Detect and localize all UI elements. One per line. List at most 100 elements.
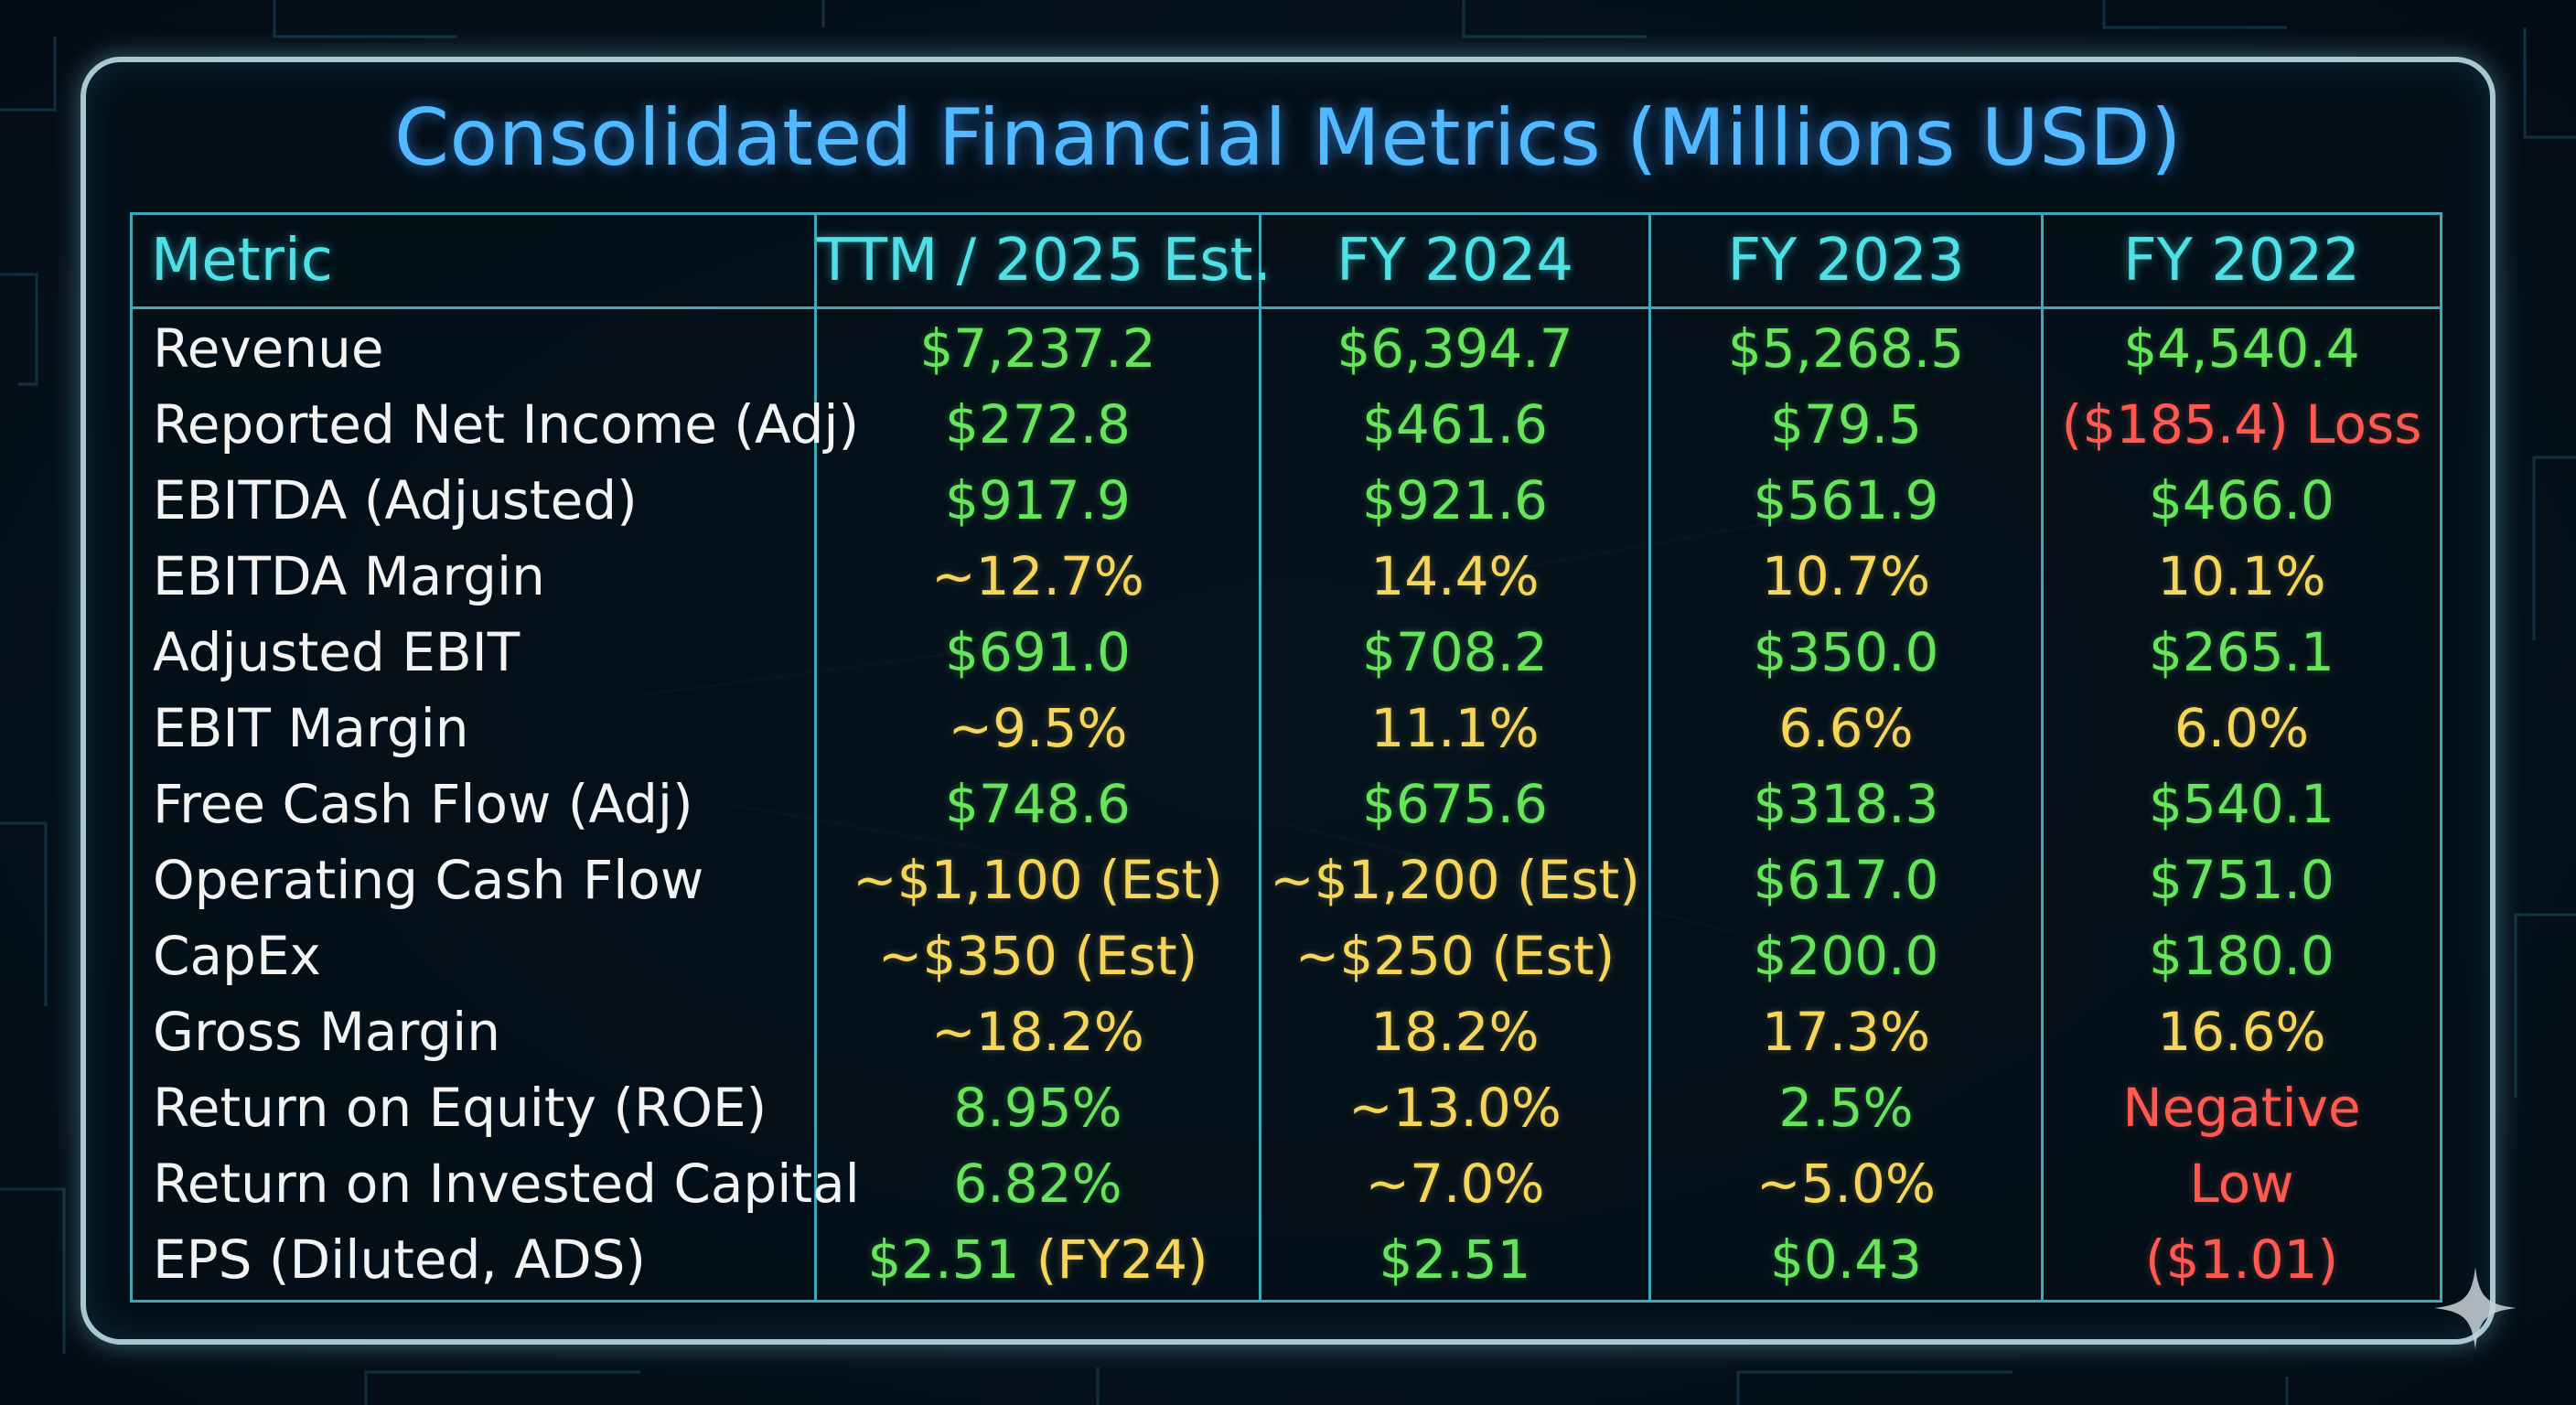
metric-label: CapEx — [153, 925, 321, 987]
value-cell: ~$350 (Est) — [817, 918, 1259, 994]
value-text: 8.95% — [953, 1077, 1122, 1139]
metrics-table: Metric TTM / 2025 Est. FY 2024 FY 2023 FY 20… — [130, 212, 2442, 1303]
value-text: $79.5 — [1769, 393, 1923, 456]
value-cell: ~$1,100 (Est) — [817, 842, 1259, 918]
value-cell: $466.0 — [2044, 463, 2440, 539]
value-cell: $708.2 — [1261, 615, 1648, 691]
value-text: $921.6 — [1362, 469, 1548, 531]
value-cell: 6.82% — [817, 1146, 1259, 1222]
value-text: 16.6% — [2157, 1001, 2326, 1063]
value-text: $617.0 — [1753, 849, 1939, 911]
value-cell: 8.95% — [817, 1070, 1259, 1146]
metric-label: Free Cash Flow (Adj) — [153, 773, 693, 835]
value-cell: $691.0 — [817, 615, 1259, 691]
column-header-0: Metric — [151, 227, 333, 295]
metric-label: Operating Cash Flow — [153, 849, 704, 911]
value-text: 2.5% — [1778, 1077, 1914, 1139]
value-cell: $921.6 — [1261, 463, 1648, 539]
value-text: ($185.4) Loss — [2061, 393, 2422, 456]
value-text: ~13.0% — [1348, 1077, 1562, 1139]
value-text: 17.3% — [1761, 1001, 1931, 1063]
value-text: $675.6 — [1362, 773, 1548, 835]
value-text: Negative — [2122, 1077, 2361, 1139]
column-divider — [1648, 215, 1651, 1300]
value-text: 14.4% — [1370, 545, 1540, 607]
metric-label: Revenue — [153, 317, 384, 380]
metric-label: EBITDA Margin — [153, 545, 545, 607]
value-cell: $675.6 — [1261, 767, 1648, 842]
column-header-4: FY 2022 — [2122, 227, 2361, 295]
value-text: ~9.5% — [948, 697, 1128, 759]
value-cell: ~12.7% — [817, 539, 1259, 615]
value-cell: $7,237.2 — [817, 311, 1259, 387]
table-panel — [80, 57, 2496, 1345]
value-cell: $318.3 — [1651, 767, 2041, 842]
value-cell: $350.0 — [1651, 615, 2041, 691]
value-cell: $200.0 — [1651, 918, 2041, 994]
metric-label: Reported Net Income (Adj) — [153, 393, 860, 456]
value-text: ~12.7% — [931, 545, 1144, 607]
table-title: Consolidated Financial Metrics (Millions… — [393, 92, 2183, 184]
value-text: $200.0 — [1753, 925, 1939, 987]
value-text: $0.43 — [1769, 1228, 1923, 1291]
value-text: $561.9 — [1753, 469, 1939, 531]
value-cell: 17.3% — [1651, 994, 2041, 1070]
value-text: $7,237.2 — [919, 317, 1156, 380]
value-cell: ~$1,200 (Est) — [1261, 842, 1648, 918]
value-cell: $461.6 — [1261, 387, 1648, 463]
value-text: $265.1 — [2149, 621, 2334, 683]
value-text: 10.1% — [2157, 545, 2326, 607]
value-cell: 6.6% — [1651, 691, 2041, 767]
value-text: $2.51 — [867, 1228, 1020, 1291]
value-text: ~$1,100 (Est) — [853, 849, 1223, 911]
metric-label: EBITDA (Adjusted) — [153, 469, 638, 531]
value-text: ~$1,200 (Est) — [1270, 849, 1640, 911]
value-cell: $540.1 — [2044, 767, 2440, 842]
value-text: Low — [2189, 1153, 2294, 1215]
value-cell: 6.0% — [2044, 691, 2440, 767]
value-text: $4,540.4 — [2123, 317, 2360, 380]
value-text: $748.6 — [945, 773, 1131, 835]
value-suffix: (FY24) — [1019, 1228, 1208, 1291]
value-text: ~$350 (Est) — [877, 925, 1198, 987]
value-cell: $272.8 — [817, 387, 1259, 463]
value-cell: $917.9 — [817, 463, 1259, 539]
value-cell: $2.51 (FY24) — [817, 1222, 1259, 1298]
column-header-2: FY 2024 — [1336, 227, 1574, 295]
column-divider — [2041, 215, 2044, 1300]
column-divider — [814, 215, 817, 1300]
value-cell: $79.5 — [1651, 387, 2041, 463]
value-text: 6.6% — [1778, 697, 1914, 759]
value-cell: $2.51 — [1261, 1222, 1648, 1298]
value-text: $540.1 — [2149, 773, 2334, 835]
value-cell: Low — [2044, 1146, 2440, 1222]
metric-label: EPS (Diluted, ADS) — [153, 1228, 647, 1291]
value-cell: Negative — [2044, 1070, 2440, 1146]
value-cell: ~9.5% — [817, 691, 1259, 767]
metric-label: Adjusted EBIT — [153, 621, 521, 683]
value-text: $2.51 — [1379, 1228, 1531, 1291]
value-cell: $617.0 — [1651, 842, 2041, 918]
value-cell: $6,394.7 — [1261, 311, 1648, 387]
value-cell: $0.43 — [1651, 1222, 2041, 1298]
value-text: ~5.0% — [1756, 1153, 1936, 1215]
value-text: 6.0% — [2174, 697, 2310, 759]
value-cell: ~5.0% — [1651, 1146, 2041, 1222]
value-cell: $751.0 — [2044, 842, 2440, 918]
value-cell: ~$250 (Est) — [1261, 918, 1648, 994]
metric-label: Return on Equity (ROE) — [153, 1077, 767, 1139]
value-cell: ~7.0% — [1261, 1146, 1648, 1222]
column-header-3: FY 2023 — [1727, 227, 1965, 295]
value-text: 10.7% — [1761, 545, 1931, 607]
value-text: 11.1% — [1370, 697, 1540, 759]
value-cell: 10.7% — [1651, 539, 2041, 615]
value-cell: ~13.0% — [1261, 1070, 1648, 1146]
metric-label: EBIT Margin — [153, 697, 469, 759]
value-cell: $4,540.4 — [2044, 311, 2440, 387]
value-text: $318.3 — [1753, 773, 1939, 835]
column-header-1: TTM / 2025 Est. — [817, 227, 1272, 295]
value-cell: ($185.4) Loss — [2044, 387, 2440, 463]
metric-label: Gross Margin — [153, 1001, 500, 1063]
header-divider — [133, 306, 2440, 309]
value-cell: $180.0 — [2044, 918, 2440, 994]
